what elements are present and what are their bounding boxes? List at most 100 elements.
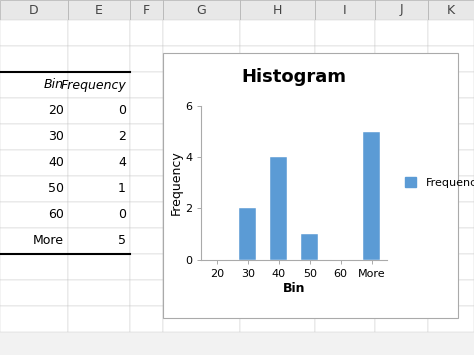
- Bar: [163, 280, 240, 306]
- Text: F: F: [143, 4, 150, 16]
- Bar: [240, 72, 315, 98]
- Bar: [240, 20, 315, 46]
- Bar: [428, 98, 474, 124]
- Bar: [0, 254, 68, 280]
- Text: Histogram: Histogram: [242, 68, 347, 86]
- Bar: [68, 280, 130, 306]
- Text: 1: 1: [118, 182, 126, 196]
- Bar: [68, 72, 130, 98]
- Bar: [375, 228, 428, 254]
- Bar: [163, 124, 240, 150]
- Bar: [375, 150, 428, 176]
- Bar: [163, 202, 240, 228]
- Bar: [428, 0, 474, 20]
- Bar: [0, 228, 68, 254]
- Bar: [375, 280, 428, 306]
- Bar: [0, 0, 68, 20]
- Bar: [363, 132, 380, 260]
- Bar: [68, 306, 130, 332]
- Bar: [240, 98, 315, 124]
- Bar: [375, 254, 428, 280]
- Bar: [68, 254, 130, 280]
- Bar: [163, 53, 458, 318]
- Bar: [163, 46, 240, 72]
- Bar: [68, 176, 130, 202]
- Bar: [0, 176, 68, 202]
- Bar: [315, 20, 375, 46]
- Bar: [0, 280, 68, 306]
- Bar: [428, 306, 474, 332]
- Bar: [68, 150, 130, 176]
- Text: 40: 40: [48, 157, 64, 169]
- Bar: [130, 124, 163, 150]
- Bar: [315, 46, 375, 72]
- Legend: Frequency: Frequency: [402, 174, 474, 192]
- Text: D: D: [29, 4, 39, 16]
- Bar: [428, 280, 474, 306]
- Bar: [0, 150, 68, 176]
- Bar: [240, 150, 315, 176]
- Bar: [240, 176, 315, 202]
- Bar: [68, 46, 130, 72]
- Bar: [428, 254, 474, 280]
- Bar: [428, 202, 474, 228]
- Bar: [375, 46, 428, 72]
- Bar: [68, 228, 130, 254]
- Text: 20: 20: [48, 104, 64, 118]
- Bar: [130, 254, 163, 280]
- Text: I: I: [343, 4, 347, 16]
- Text: J: J: [400, 4, 403, 16]
- Bar: [428, 72, 474, 98]
- Bar: [315, 72, 375, 98]
- Bar: [0, 98, 68, 124]
- Bar: [240, 254, 315, 280]
- Bar: [315, 176, 375, 202]
- Bar: [130, 98, 163, 124]
- Text: 4: 4: [118, 157, 126, 169]
- Bar: [240, 280, 315, 306]
- Bar: [428, 46, 474, 72]
- Bar: [130, 72, 163, 98]
- Bar: [130, 228, 163, 254]
- Text: H: H: [273, 4, 282, 16]
- Text: 5: 5: [118, 235, 126, 247]
- Bar: [130, 176, 163, 202]
- Text: 0: 0: [118, 208, 126, 222]
- Bar: [270, 157, 287, 260]
- Bar: [375, 98, 428, 124]
- Bar: [301, 234, 318, 260]
- Bar: [163, 98, 240, 124]
- Bar: [375, 0, 428, 20]
- Y-axis label: Frequency: Frequency: [169, 151, 182, 215]
- Bar: [0, 72, 68, 98]
- Text: Bin: Bin: [44, 78, 64, 92]
- Bar: [315, 228, 375, 254]
- Text: 50: 50: [48, 182, 64, 196]
- Bar: [68, 202, 130, 228]
- Bar: [68, 98, 130, 124]
- Bar: [375, 72, 428, 98]
- Bar: [240, 306, 315, 332]
- Text: 60: 60: [48, 208, 64, 222]
- Bar: [68, 0, 130, 20]
- Bar: [130, 0, 163, 20]
- Bar: [375, 124, 428, 150]
- Text: 30: 30: [48, 131, 64, 143]
- Text: 0: 0: [118, 104, 126, 118]
- Bar: [239, 208, 256, 260]
- Bar: [163, 20, 240, 46]
- Bar: [240, 202, 315, 228]
- Bar: [130, 280, 163, 306]
- Bar: [68, 124, 130, 150]
- Bar: [315, 150, 375, 176]
- Bar: [163, 228, 240, 254]
- Bar: [240, 124, 315, 150]
- Bar: [68, 20, 130, 46]
- Bar: [240, 0, 315, 20]
- Bar: [163, 254, 240, 280]
- Bar: [428, 124, 474, 150]
- Bar: [315, 306, 375, 332]
- Bar: [375, 202, 428, 228]
- Bar: [375, 20, 428, 46]
- X-axis label: Bin: Bin: [283, 282, 306, 295]
